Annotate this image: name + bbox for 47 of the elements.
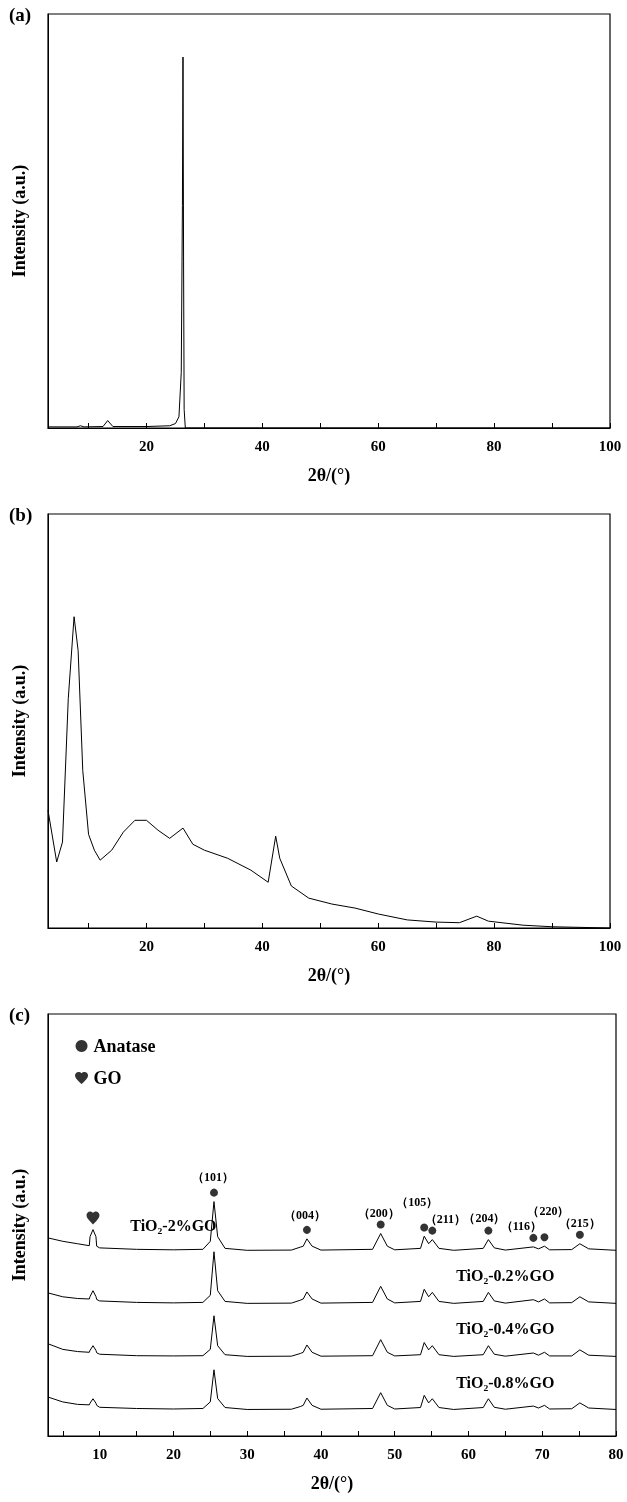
series-label: TiO₂-0.2%GO: [456, 1266, 555, 1284]
x-tick-label: 40: [254, 437, 270, 454]
annotation: （101）: [191, 1169, 234, 1184]
x-tick-label: 20: [138, 937, 154, 954]
x-axis-title: 2θ/(°): [307, 465, 351, 486]
x-tick-label: 20: [165, 1445, 181, 1462]
x-axis-title: 2θ/(°): [310, 1473, 354, 1494]
x-tick-label: 60: [460, 1445, 476, 1462]
x-tick-label: 60: [370, 937, 386, 954]
point: [302, 1225, 311, 1234]
x-tick-label: 80: [486, 937, 502, 954]
point: [86, 1211, 100, 1225]
x-tick-label: 10: [92, 1445, 108, 1462]
point: [428, 1226, 437, 1235]
series-label: TiO₂-0.8%GO: [456, 1373, 555, 1391]
y-axis-title: Intensity (a.u.): [9, 164, 30, 278]
x-tick-label: 100: [598, 937, 622, 954]
point: [575, 1230, 584, 1239]
annotation: （211）: [424, 1211, 466, 1226]
y-axis-title: Intensity (a.u.): [9, 1168, 30, 1282]
series-label: TiO₂-2%GO: [130, 1217, 217, 1235]
chart-title: (a): [9, 4, 32, 26]
point: [209, 1188, 218, 1197]
point: [484, 1226, 493, 1235]
point: [376, 1220, 385, 1229]
x-tick-label: 60: [370, 437, 386, 454]
annotation: （220）: [527, 1204, 570, 1219]
legend-label: Anatase: [93, 1036, 156, 1056]
chart-title: (c): [9, 1004, 31, 1026]
y-axis-title: Intensity (a.u.): [9, 664, 30, 778]
x-axis-title: 2θ/(°): [307, 965, 351, 986]
x-tick-label: 70: [534, 1445, 550, 1462]
point: [529, 1233, 538, 1242]
annotation: （004）: [283, 1207, 326, 1222]
x-tick-label: 40: [254, 937, 270, 954]
x-tick-label: 80: [486, 437, 502, 454]
x-tick-label: 80: [608, 1445, 624, 1462]
x-tick-label: 30: [239, 1445, 255, 1462]
point: [540, 1233, 549, 1242]
x-tick-label: 100: [598, 437, 622, 454]
series-label: TiO₂-0.4%GO: [456, 1319, 555, 1337]
legend-label: GO: [93, 1068, 122, 1088]
x-tick-label: 50: [387, 1445, 403, 1462]
x-tick-label: 40: [313, 1445, 329, 1462]
x-tick-label: 20: [138, 437, 154, 454]
chart-title: (b): [9, 504, 33, 526]
point: [420, 1223, 429, 1232]
